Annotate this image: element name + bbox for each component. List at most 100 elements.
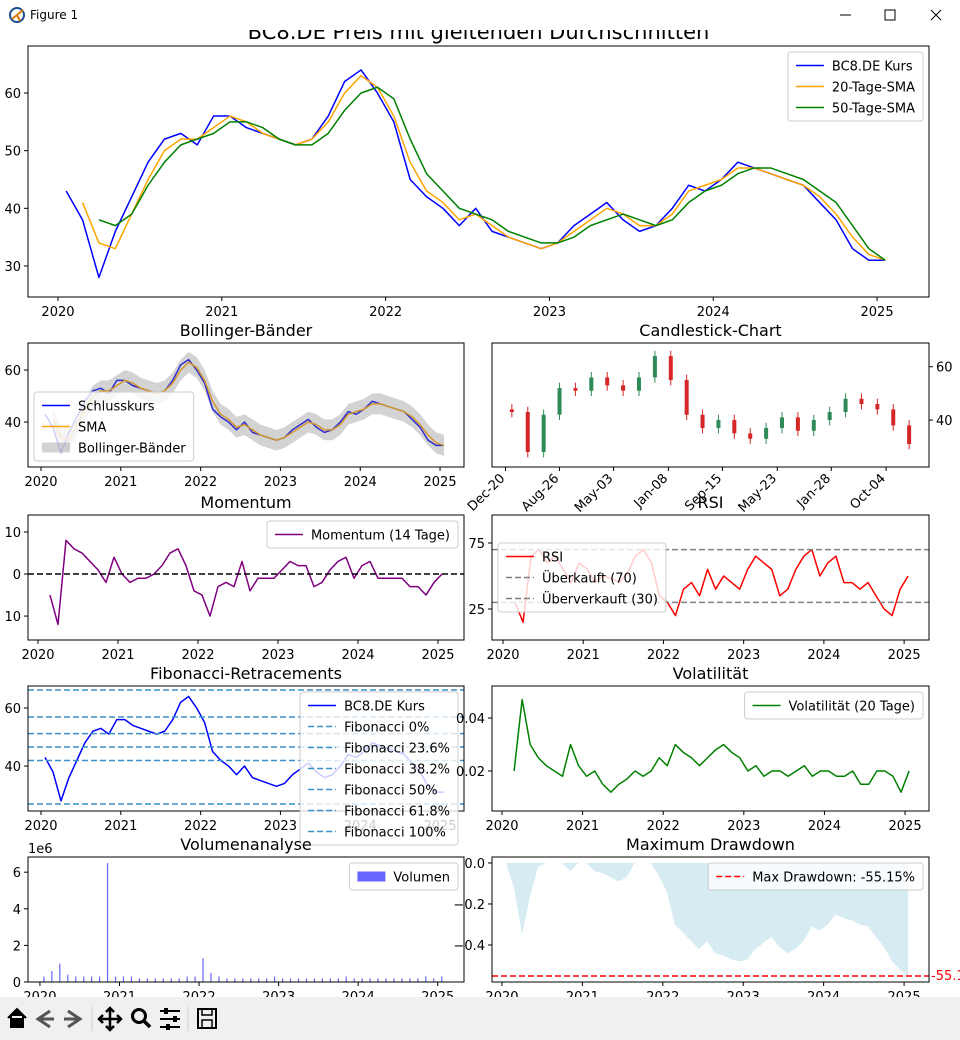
zoom-button[interactable] <box>131 1008 152 1029</box>
y-tick-label: 0 <box>13 976 21 991</box>
window-title: Figure 1 <box>30 8 79 22</box>
candle-body <box>573 388 578 391</box>
plot-area <box>28 539 464 626</box>
x-tick-label: May-23 <box>736 471 780 515</box>
app-icon <box>9 7 25 23</box>
bar <box>154 978 156 982</box>
axes-frame <box>491 514 930 641</box>
candle-body <box>652 356 657 378</box>
x-tick-label: 2023 <box>727 819 760 834</box>
legend-label: Fibonacci 23.6% <box>344 742 450 757</box>
configure-button[interactable] <box>160 1008 180 1030</box>
subplot-title: Candlestick-Chart <box>639 321 781 340</box>
x-tick-label: 2023 <box>533 305 566 320</box>
bar <box>114 976 117 982</box>
legend-label: Max Drawdown: -55.15% <box>752 871 915 886</box>
maximize-button[interactable] <box>884 9 896 21</box>
axes-frame <box>491 856 930 983</box>
candle-body <box>811 420 816 431</box>
y-tick-label: 50 <box>4 145 21 160</box>
x-tick-label: 2025 <box>889 819 922 834</box>
bar <box>329 978 331 982</box>
x-tick-label: 2022 <box>647 819 680 834</box>
bar <box>433 978 435 982</box>
bar <box>250 978 252 982</box>
x-tick-label: 2022 <box>647 648 680 663</box>
bar <box>162 978 164 982</box>
y-tick-label: 60 <box>936 361 953 376</box>
series-line <box>98 86 886 261</box>
legend: RSI Überkauft (70) Überverkauft (30) <box>497 542 667 613</box>
x-tick-label: Jan-28 <box>794 471 835 512</box>
y-tick-label: 2 <box>13 939 21 954</box>
series-line <box>513 698 910 793</box>
plot-area <box>65 69 886 279</box>
x-tick-label: 2024 <box>807 648 840 663</box>
pan-button[interactable] <box>97 1006 123 1032</box>
bar <box>122 976 125 982</box>
candle-body <box>748 433 753 439</box>
home-button[interactable] <box>7 1007 27 1028</box>
forward-button[interactable] <box>64 1009 83 1029</box>
legend-frame <box>787 51 924 122</box>
bar <box>43 976 45 982</box>
x-tick-label: 2024 <box>341 648 374 663</box>
legend: Volumen <box>348 862 459 891</box>
bar <box>305 978 308 982</box>
plot-area <box>509 350 912 458</box>
legend-label: Fibonacci 100% <box>344 826 446 841</box>
plot-area <box>513 698 910 793</box>
axes-frame <box>27 514 465 641</box>
y-tick-label: 60 <box>4 87 21 102</box>
x-tick-label: Aug-26 <box>519 471 563 515</box>
bar <box>170 978 172 982</box>
bar <box>266 978 268 982</box>
legend-label: 20-Tage-SMA <box>832 81 915 96</box>
legend-label: BC8.DE Kurs <box>832 60 913 75</box>
toolbar-icons <box>7 1006 217 1032</box>
subplot-title: Maximum Drawdown <box>626 835 795 854</box>
candle-body <box>764 428 769 439</box>
bar <box>130 976 133 982</box>
legend-label: BC8.DE Kurs <box>344 700 425 715</box>
candle-body <box>716 420 721 429</box>
close-button[interactable] <box>930 9 942 21</box>
candle-body <box>636 377 641 391</box>
legend: BC8.DE Kurs Fibonacci 0% Fibonacci 23.6% Fi… <box>299 691 459 846</box>
y-tick-label: −0.2 <box>453 898 485 913</box>
x-tick-label: 2023 <box>264 475 297 490</box>
series-line <box>52 361 445 447</box>
save-button[interactable] <box>197 1008 217 1029</box>
bar <box>178 978 180 982</box>
y-tick-label: 75 <box>468 537 485 552</box>
x-tick-label: 2025 <box>888 648 921 663</box>
bar <box>99 976 101 982</box>
back-button[interactable] <box>35 1009 54 1029</box>
legend-frame <box>299 691 459 846</box>
legend-swatch <box>42 442 70 453</box>
bar <box>401 978 403 982</box>
legend-frame <box>497 542 667 613</box>
bar <box>146 978 148 982</box>
x-tick-label: Dec-20 <box>465 471 508 514</box>
bar <box>281 978 284 982</box>
bar <box>337 978 339 982</box>
y-tick-label: 30 <box>4 260 21 275</box>
y-tick-label: 0.02 <box>456 765 485 780</box>
legend-label: RSI <box>542 551 563 566</box>
axes-frame <box>491 685 930 812</box>
x-tick-label: 2021 <box>566 819 599 834</box>
y-tick-label: 40 <box>4 760 21 775</box>
legend-label: SMA <box>78 421 106 436</box>
axes-frame <box>27 856 465 983</box>
legend-frame <box>348 862 459 891</box>
x-tick-label: 2022 <box>181 648 214 663</box>
x-tick-label: 2024 <box>697 305 730 320</box>
bar <box>91 976 93 982</box>
legend-label: Fibonacci 0% <box>344 721 429 736</box>
y-tick-label: 6 <box>13 866 21 881</box>
bar <box>226 978 228 982</box>
subplot-title: RSI <box>698 493 724 512</box>
bar <box>369 978 371 982</box>
